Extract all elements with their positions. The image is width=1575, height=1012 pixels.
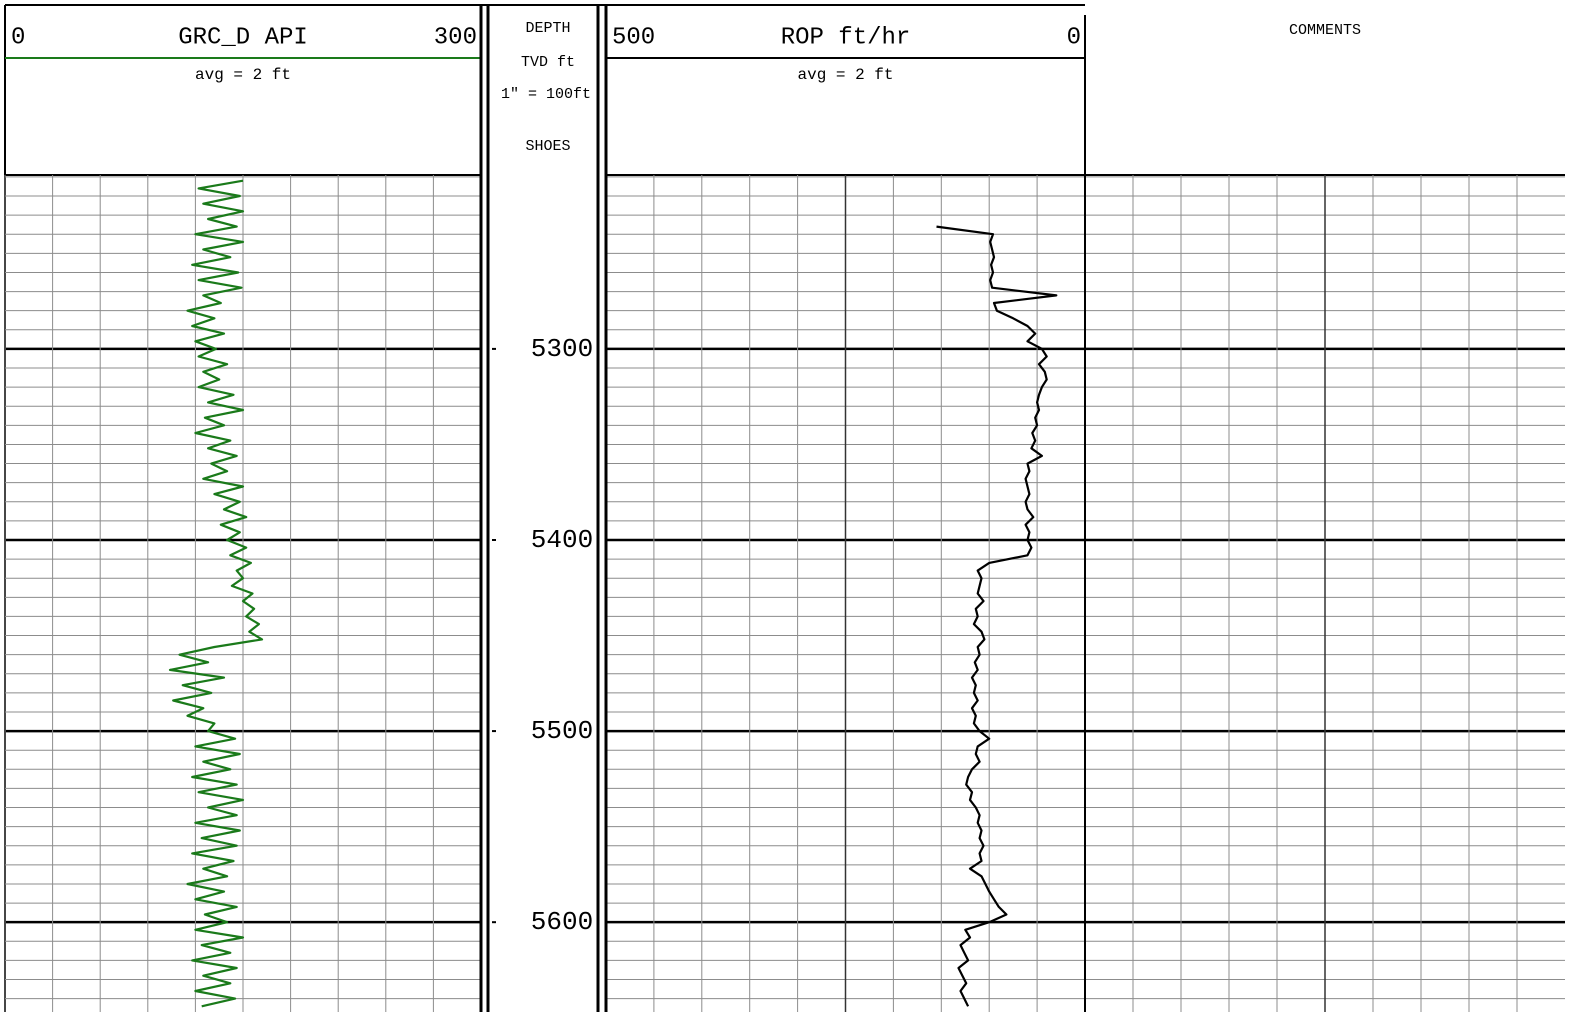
curves xyxy=(168,179,1058,1008)
grid xyxy=(4,175,1565,1012)
depth-units: TVD ft xyxy=(521,54,575,71)
depth-label: 5600 xyxy=(531,907,593,937)
scale-min: 0 xyxy=(11,24,25,51)
depth-label: 5500 xyxy=(531,716,593,746)
shoes-label: SHOES xyxy=(525,138,570,155)
depth-label: 5300 xyxy=(531,334,593,364)
scale-min: 500 xyxy=(612,24,655,51)
scale-max: 0 xyxy=(1067,24,1081,51)
track-title: ROP ft/hr xyxy=(781,24,911,51)
depth-title: DEPTH xyxy=(525,20,570,37)
scale-max: 300 xyxy=(434,24,477,51)
track-subtitle: avg = 2 ft xyxy=(195,66,291,84)
track-borders xyxy=(479,5,1086,1012)
depth-scale: 1" = 100ft xyxy=(501,86,591,103)
depth-label: 5400 xyxy=(531,525,593,555)
comments-title: COMMENTS xyxy=(1289,22,1361,39)
track-subtitle: avg = 2 ft xyxy=(797,66,893,84)
log-curve xyxy=(936,225,1058,1007)
layout-frame xyxy=(4,4,1565,1012)
log-curve xyxy=(168,179,264,1008)
track-title: GRC_D API xyxy=(178,24,308,51)
